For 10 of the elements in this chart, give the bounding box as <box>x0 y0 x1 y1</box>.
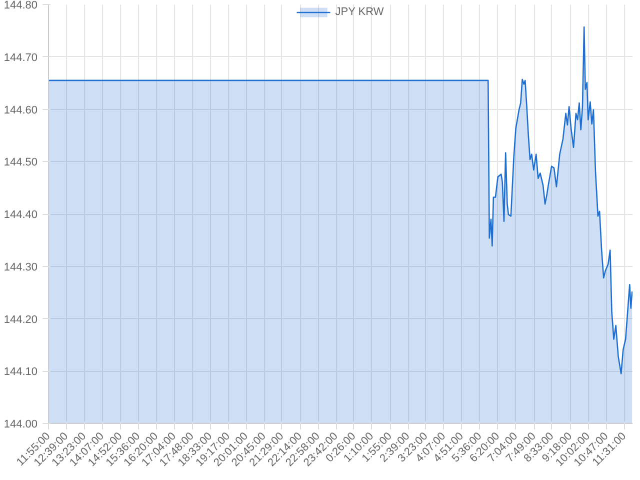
y-tick-label: 144.40 <box>4 209 38 221</box>
y-tick-label: 144.80 <box>4 0 38 12</box>
y-tick-label: 144.10 <box>4 366 38 378</box>
y-tick-label: 144.20 <box>4 314 38 326</box>
y-tick-label: 144.60 <box>4 104 38 116</box>
y-tick-label: 144.00 <box>4 418 38 430</box>
y-tick-label: 144.30 <box>4 261 38 274</box>
y-tick-label: 144.70 <box>4 52 38 64</box>
legend-label: JPY KRW <box>335 6 384 18</box>
y-tick-label: 144.50 <box>4 156 38 169</box>
